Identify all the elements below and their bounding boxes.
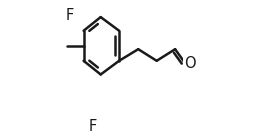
Text: F: F (88, 119, 97, 134)
Text: F: F (66, 8, 74, 22)
Text: O: O (184, 56, 196, 71)
